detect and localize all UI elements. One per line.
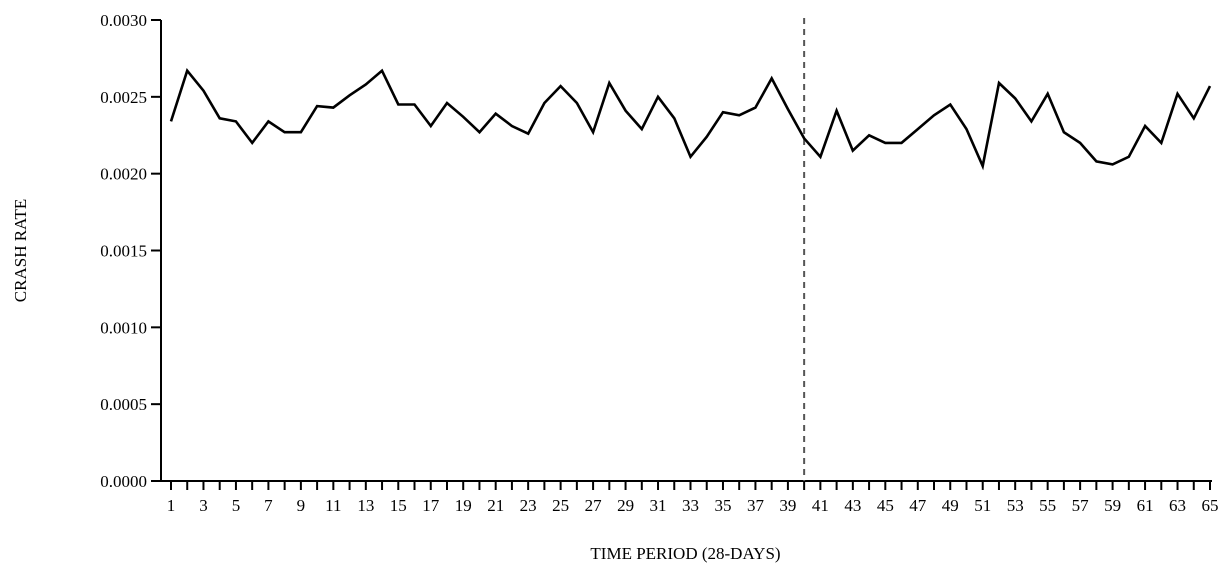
x-tick-label: 25 bbox=[552, 496, 569, 515]
x-tick-label: 27 bbox=[585, 496, 603, 515]
x-tick-label: 11 bbox=[325, 496, 341, 515]
y-tick-label: 0.0015 bbox=[100, 242, 147, 261]
x-axis-ticks: 1 3 5 7 9 11 13 15 17 19 21 23 25 27 29 31 33 35 37 39 41 43 4… bbox=[167, 481, 1219, 515]
y-tick-label: 0.0010 bbox=[100, 318, 147, 337]
x-tick-label: 5 bbox=[232, 496, 241, 515]
x-tick-label: 41 bbox=[812, 496, 829, 515]
x-tick-label: 61 bbox=[1137, 496, 1154, 515]
x-tick-label: 53 bbox=[1007, 496, 1024, 515]
x-tick-label: 35 bbox=[714, 496, 731, 515]
x-tick-label: 63 bbox=[1169, 496, 1186, 515]
x-tick-label: 33 bbox=[682, 496, 699, 515]
x-tick-label: 55 bbox=[1039, 496, 1056, 515]
x-tick-label: 65 bbox=[1202, 496, 1219, 515]
x-tick-label: 49 bbox=[942, 496, 959, 515]
x-tick-label: 13 bbox=[357, 496, 374, 515]
x-tick-label: 43 bbox=[844, 496, 861, 515]
x-tick-label: 45 bbox=[877, 496, 894, 515]
x-tick-label: 39 bbox=[779, 496, 796, 515]
x-tick-label: 21 bbox=[487, 496, 504, 515]
y-tick-label: 0.0000 bbox=[100, 472, 147, 491]
x-tick-label: 57 bbox=[1072, 496, 1090, 515]
x-tick-label: 29 bbox=[617, 496, 634, 515]
x-tick-label: 51 bbox=[974, 496, 991, 515]
y-tick-label: 0.0025 bbox=[100, 88, 147, 107]
x-tick-label: 15 bbox=[390, 496, 407, 515]
x-tick-label: 37 bbox=[747, 496, 765, 515]
y-axis-title: CRASH RATE bbox=[11, 199, 30, 302]
x-tick-label: 7 bbox=[264, 496, 273, 515]
y-tick-label: 0.0020 bbox=[100, 165, 147, 184]
crash-rate-series-line bbox=[169, 68, 1212, 171]
x-tick-label: 9 bbox=[297, 496, 306, 515]
x-axis-title: TIME PERIOD (28-DAYS) bbox=[590, 544, 780, 563]
x-tick-label: 19 bbox=[455, 496, 472, 515]
x-tick-label: 59 bbox=[1104, 496, 1121, 515]
x-tick-label: 3 bbox=[199, 496, 208, 515]
x-tick-label: 17 bbox=[422, 496, 440, 515]
y-tick-label: 0.0030 bbox=[100, 11, 147, 30]
x-tick-label: 23 bbox=[520, 496, 537, 515]
y-tick-label: 0.0005 bbox=[100, 395, 147, 414]
x-tick-label: 47 bbox=[909, 496, 927, 515]
x-tick-label: 1 bbox=[167, 496, 176, 515]
x-tick-label: 31 bbox=[650, 496, 667, 515]
y-axis-ticks: 0.0000 0.0005 0.0010 0.0015 0.0020 0.0025 0.00… bbox=[100, 11, 161, 491]
